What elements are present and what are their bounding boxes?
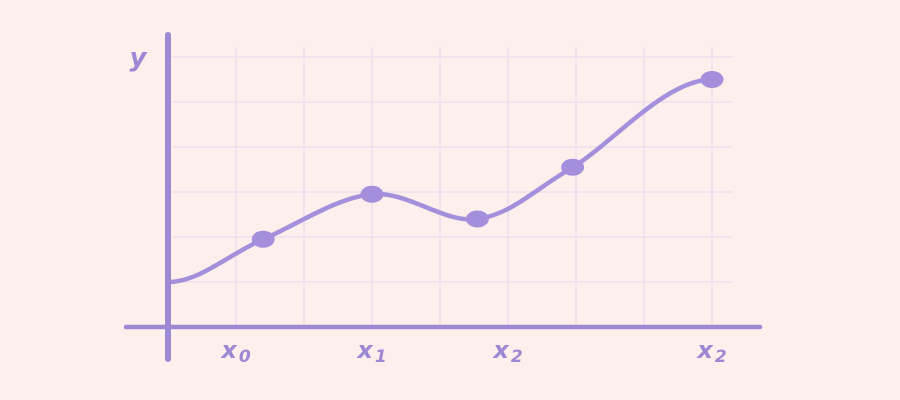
- axes: [123, 32, 763, 362]
- data-point: [561, 158, 585, 176]
- y-axis-label: y: [130, 43, 148, 73]
- data-point: [465, 210, 489, 228]
- data-point: [360, 185, 384, 203]
- grid: [168, 47, 733, 327]
- data-point: [251, 230, 275, 248]
- data-point: [700, 71, 724, 88]
- data-points: [251, 71, 724, 248]
